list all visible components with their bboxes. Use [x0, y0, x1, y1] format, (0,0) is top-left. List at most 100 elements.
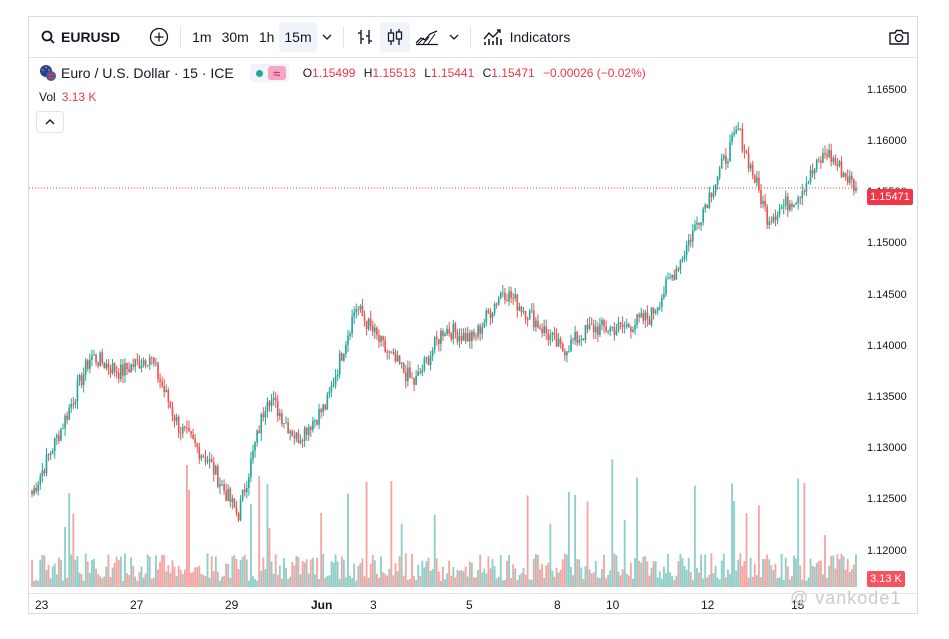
- candle-body: [568, 351, 570, 353]
- volume-bar: [590, 573, 593, 587]
- candle-body: [382, 335, 384, 341]
- candle-body: [685, 245, 688, 256]
- candle-body: [309, 426, 312, 430]
- volume-bar: [834, 568, 837, 587]
- chart-type-dropdown[interactable]: [444, 22, 464, 52]
- candle-body: [101, 352, 104, 364]
- candle-body: [425, 357, 428, 359]
- volume-bar: [458, 570, 461, 587]
- interval-30m[interactable]: 30m: [221, 29, 249, 45]
- volume-bar: [283, 558, 285, 587]
- volume-bar: [852, 564, 855, 587]
- euro-dollar-flag-icon: [40, 65, 56, 81]
- candle-body: [756, 177, 758, 183]
- volume-bar: [844, 569, 847, 587]
- volume-bar: [632, 578, 634, 587]
- volume-bar: [260, 570, 263, 587]
- volume-bar: [652, 561, 655, 587]
- volume-bar: [272, 573, 275, 587]
- indicators-icon: [483, 29, 502, 45]
- volume-bar: [799, 565, 802, 587]
- compare-add-button[interactable]: [144, 22, 174, 52]
- volume-bar: [448, 560, 451, 587]
- volume-bar: [551, 570, 554, 587]
- volume-bar: [268, 527, 271, 587]
- volume-bar: [421, 560, 424, 587]
- volume-bar: [731, 483, 733, 587]
- candle-body: [35, 488, 37, 492]
- candle-body: [142, 360, 145, 366]
- candle-body: [404, 372, 407, 382]
- candle-body: [473, 331, 475, 337]
- volume-bar: [534, 554, 537, 587]
- candle-body: [704, 204, 707, 209]
- candle-body: [640, 313, 643, 317]
- volume-bar: [185, 464, 188, 587]
- volume-bar: [718, 579, 721, 587]
- market-status-toggle[interactable]: ≈: [249, 64, 289, 82]
- candle-body: [252, 450, 254, 459]
- volume-bar: [797, 478, 800, 587]
- volume-bar: [700, 554, 703, 587]
- volume-bar: [190, 572, 192, 587]
- candle-body: [749, 164, 752, 169]
- candle-body: [737, 128, 740, 130]
- volume-bar: [716, 577, 719, 587]
- bar-style-button[interactable]: [350, 22, 380, 52]
- volume-bar: [747, 577, 750, 587]
- candle-body: [599, 324, 601, 335]
- candle-body: [722, 155, 725, 159]
- candle-body: [522, 310, 525, 312]
- volume-bar: [801, 579, 804, 587]
- area-style-button[interactable]: [410, 22, 444, 52]
- candle-body: [41, 470, 44, 477]
- candle-body: [345, 344, 347, 354]
- candle-body: [586, 325, 589, 329]
- symbol-search[interactable]: EURUSD: [41, 29, 120, 45]
- candle-body: [807, 182, 810, 184]
- price-chart[interactable]: [29, 58, 917, 593]
- volume-bar: [679, 554, 682, 587]
- indicators-button[interactable]: Indicators: [477, 22, 576, 52]
- interval-15m[interactable]: 15m: [279, 22, 317, 52]
- candle-body: [764, 200, 766, 207]
- volume-bar: [359, 563, 362, 587]
- volume-bar: [501, 580, 504, 587]
- volume-bar: [611, 459, 614, 587]
- volume-bar: [636, 477, 639, 587]
- candle-body: [74, 401, 77, 405]
- volume-bar: [413, 575, 415, 587]
- volume-bar: [31, 559, 33, 587]
- snapshot-button[interactable]: [883, 22, 915, 52]
- volume-bar: [95, 568, 97, 587]
- candle-body: [559, 338, 562, 344]
- volume-bar: [194, 567, 197, 587]
- candle-body: [169, 401, 172, 408]
- volume-bar: [258, 476, 261, 587]
- candle-body: [120, 364, 122, 379]
- candle-body: [318, 409, 320, 425]
- candle-body: [689, 239, 692, 242]
- candles-style-button[interactable]: [379, 22, 410, 52]
- candle-body: [855, 188, 857, 191]
- candle-body: [650, 307, 653, 325]
- volume-bar: [134, 576, 137, 587]
- interval-dropdown[interactable]: [317, 22, 337, 52]
- candle-body: [696, 222, 698, 225]
- time-axis-tick: 23: [35, 598, 49, 612]
- candle-body: [504, 292, 506, 300]
- time-axis-tick: 27: [130, 598, 144, 612]
- interval-1h[interactable]: 1h: [258, 29, 275, 45]
- volume-bar: [735, 570, 738, 587]
- candle-body: [58, 435, 60, 441]
- volume-bar: [408, 578, 411, 587]
- volume-bar: [722, 553, 725, 587]
- collapse-legend-button[interactable]: [36, 111, 64, 133]
- interval-1m[interactable]: 1m: [192, 29, 212, 45]
- volume-bar: [803, 483, 806, 587]
- volume-bar: [97, 573, 100, 587]
- volume-bar: [109, 576, 112, 587]
- volume-bar: [485, 573, 488, 587]
- time-axis[interactable]: 23 27 29 Jun 3 5 8 10 12 15: [29, 593, 917, 614]
- volume-bar: [855, 554, 857, 587]
